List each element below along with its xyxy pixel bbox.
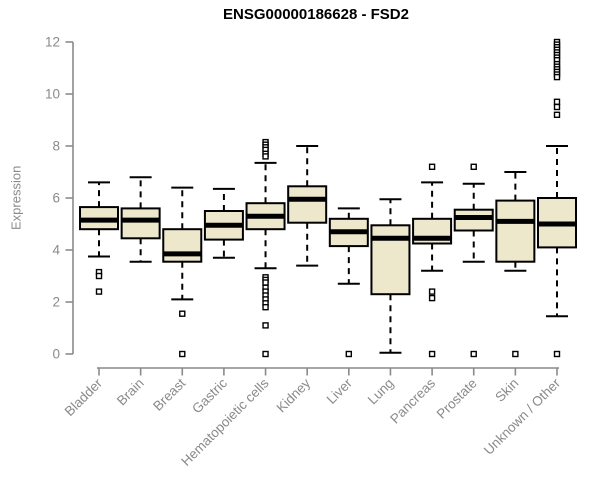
outlier-point xyxy=(95,272,103,280)
y-tick-label: 4 xyxy=(52,243,60,258)
outlier-point xyxy=(428,294,436,302)
outlier-point xyxy=(262,153,269,160)
iqr-box xyxy=(120,207,161,240)
outlier-point xyxy=(179,310,186,317)
x-category-label: Unknown / Other xyxy=(481,375,564,458)
outlier-point xyxy=(262,350,269,358)
outlier-point xyxy=(553,73,561,81)
y-tick-label: 10 xyxy=(45,87,60,102)
outlier-point xyxy=(470,163,477,171)
outlier-point xyxy=(262,304,269,311)
x-category-label: Skin xyxy=(492,376,521,405)
outlier-point xyxy=(95,288,103,295)
y-tick-label: 2 xyxy=(52,295,60,310)
outlier-point xyxy=(428,350,436,358)
outlier-point xyxy=(179,350,186,358)
x-category-label: Gastric xyxy=(189,375,230,416)
outlier-point xyxy=(553,111,561,119)
outlier-point xyxy=(428,163,436,171)
y-tick-label: 8 xyxy=(52,139,60,154)
x-category-label: Liver xyxy=(324,375,356,407)
outlier-point xyxy=(262,322,269,329)
y-tick-label: 0 xyxy=(52,347,60,362)
x-category-label: Lung xyxy=(365,376,397,408)
x-category-label: Pancreas xyxy=(387,375,438,426)
outlier-point xyxy=(345,350,353,358)
x-category-label: Breast xyxy=(150,375,188,413)
y-tick-label: 12 xyxy=(45,35,60,50)
iqr-box xyxy=(370,224,411,296)
iqr-box xyxy=(495,199,536,263)
x-category-label: Brain xyxy=(114,376,147,409)
outlier-point xyxy=(262,279,269,286)
iqr-box xyxy=(287,185,328,224)
x-category-label: Prostate xyxy=(434,376,480,422)
outlier-point xyxy=(512,350,519,358)
iqr-box xyxy=(453,208,494,232)
iqr-box xyxy=(162,228,203,263)
x-category-label: Bladder xyxy=(62,375,106,419)
outlier-point xyxy=(428,288,436,295)
outlier-point xyxy=(553,98,561,106)
outlier-point xyxy=(553,103,561,111)
outlier-point xyxy=(553,350,561,358)
chart-title: ENSG00000186628 - FSD2 xyxy=(223,6,409,23)
x-category-label: Kidney xyxy=(274,375,314,415)
outlier-point xyxy=(470,350,477,358)
y-tick-label: 6 xyxy=(52,191,60,206)
